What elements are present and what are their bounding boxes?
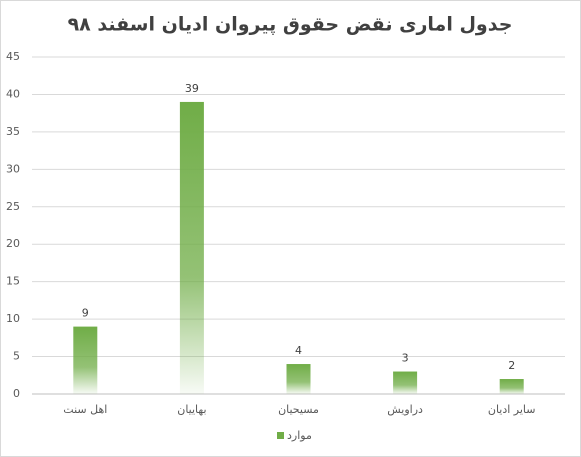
x-tick-label: مسیحیان [278,403,319,416]
x-tick-label: بهاییان [177,403,206,416]
data-label: 3 [402,352,409,365]
chart-title: جدول اماری نقض حقوق پیروان ادیان اسفند ۹… [68,14,513,36]
y-tick-label: 45 [6,50,20,63]
y-tick-label: 20 [6,237,20,250]
y-tick-label: 35 [6,125,20,138]
y-tick-label: 5 [13,350,20,363]
bar [286,364,311,394]
legend-swatch [277,432,284,439]
data-label: 2 [508,359,515,372]
bar [499,379,524,394]
bar [393,371,418,394]
y-tick-label: 15 [6,275,20,288]
y-tick-label: 25 [6,200,20,213]
data-label: 9 [82,307,89,320]
y-tick-label: 30 [6,162,20,175]
x-tick-label: دراویش [387,403,423,416]
y-tick-label: 40 [6,87,20,100]
bar [73,326,98,394]
x-tick-label: اهل سنت [63,403,107,416]
bar [179,101,204,394]
y-tick-label: 10 [6,312,20,325]
legend-label: موارد [287,429,312,442]
data-label: 4 [295,344,302,357]
data-label: 39 [185,82,199,95]
y-tick-label: 0 [13,387,20,400]
x-tick-label: سایر ادیان [488,403,536,416]
